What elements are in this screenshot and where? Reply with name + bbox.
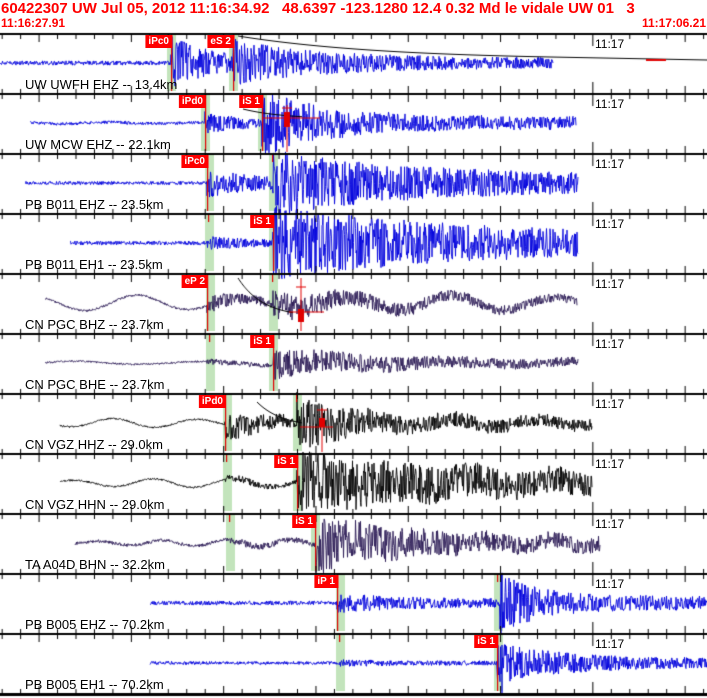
trace-label: CN VGZ HHZ -- 29.0km [25, 437, 163, 452]
trace-label: TA A04D BHN -- 32.2km [25, 557, 165, 572]
trace-label: PB B011 EH1 -- 23.5km [25, 257, 163, 272]
minute-time-label: 11:17 [595, 577, 625, 591]
pick-flag[interactable]: iP 1 [314, 575, 338, 588]
pick-flag[interactable]: iPd0 [178, 95, 206, 108]
pick-flag[interactable]: iS 1 [250, 215, 274, 228]
pick-flag[interactable]: eP 2 [181, 275, 208, 288]
trace-label: CN PGC BHZ -- 23.7km [25, 317, 164, 332]
pick-flag[interactable]: iS 1 [274, 455, 298, 468]
event-title: 60422307 UW Jul 05, 2012 11:16:34.92 48.… [1, 0, 635, 17]
minute-time-label: 11:17 [595, 517, 625, 531]
minute-time-label: 11:17 [595, 457, 625, 471]
minute-time-label: 11:17 [595, 217, 625, 231]
minute-time-label: 11:17 [595, 337, 625, 351]
minute-time-label: 11:17 [595, 157, 625, 171]
pick-flag[interactable]: iPc0 [145, 35, 172, 48]
minute-time-label: 11:17 [595, 637, 625, 651]
minute-time-label: 11:17 [595, 97, 625, 111]
pick-flag[interactable]: iPc0 [181, 155, 208, 168]
trace-label: PB B005 EHZ -- 70.2km [25, 617, 165, 632]
pick-flag[interactable]: iS 1 [474, 635, 498, 648]
trace-label: CN VGZ HHN -- 29.0km [25, 497, 165, 512]
trace-label: PB B011 EHZ -- 23.5km [25, 197, 164, 212]
pick-flag[interactable]: eS 2 [207, 35, 234, 48]
pick-flag[interactable]: iS 1 [250, 335, 274, 348]
minute-time-label: 11:17 [595, 37, 625, 51]
trace-label: UW UWFH EHZ -- 13.4km [25, 77, 178, 92]
pick-flag[interactable]: iS 1 [239, 95, 263, 108]
pick-flag[interactable]: iPd0 [198, 395, 226, 408]
minute-time-label: 11:17 [595, 277, 625, 291]
trace-label: UW MCW EHZ -- 22.1km [25, 137, 171, 152]
trace-label: PB B005 EH1 -- 70.2km [25, 677, 164, 692]
trace-label: CN PGC BHE -- 23.7km [25, 377, 165, 392]
minute-time-label: 11:17 [595, 397, 625, 411]
window-end-time: 11:17:06.21 [641, 16, 706, 30]
pick-flag[interactable]: iS 1 [292, 515, 316, 528]
window-start-time: 11:16:27.91 [1, 16, 66, 30]
